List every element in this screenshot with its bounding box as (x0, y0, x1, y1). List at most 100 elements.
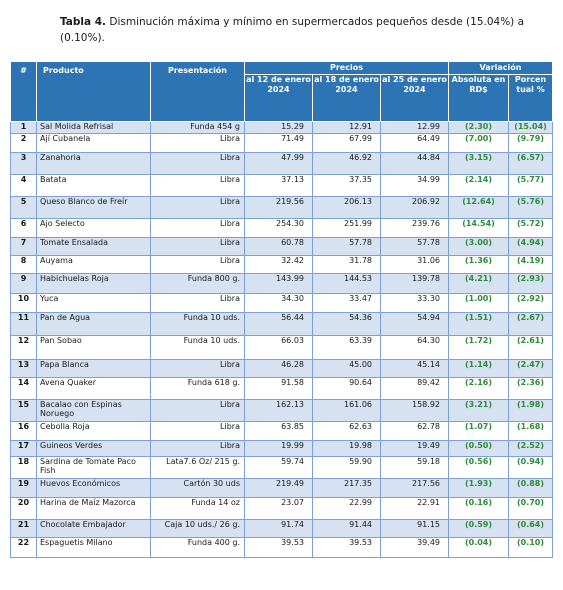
row-variation-percent: (0.94) (507, 456, 554, 479)
row-product: Batata (36, 174, 151, 197)
row-product: Ajo Selecto (36, 218, 151, 238)
row-price-date-2: 91.44 (312, 519, 381, 538)
row-price-date-3: 22.91 (380, 497, 449, 520)
row-price-date-2: 251.99 (312, 218, 381, 238)
row-price-date-3: 34.99 (380, 174, 449, 197)
row-product: Auyama (36, 255, 151, 274)
row-price-date-2: 46.92 (312, 152, 381, 175)
row-product: Guineos Verdes (36, 440, 151, 457)
row-price-date-2: 45.00 (312, 359, 381, 378)
table-row: 21 Chocolate Embajador Caja 10 uds./ 26 g.… (10, 519, 554, 538)
row-price-date-2: 33.47 (312, 293, 381, 313)
row-price-date-3: 57.78 (380, 237, 449, 256)
row-variation-absolute: (0.59) (448, 519, 509, 538)
row-presentation: Libra (150, 440, 245, 457)
row-product: Tomate Ensalada (36, 237, 151, 256)
header-presentacion: Presentación (150, 61, 245, 122)
row-presentation: Libra (150, 255, 245, 274)
row-price-date-3: 239.76 (380, 218, 449, 238)
row-variation-absolute: (1.00) (448, 293, 509, 313)
row-variation-absolute: (1.36) (448, 255, 509, 274)
row-variation-percent: (2.36) (507, 377, 554, 400)
row-product: Pan de Agua (36, 312, 151, 336)
table-body: 1 Sal Molida Refrisal Funda 454 g 15.29 12.9… (10, 121, 554, 558)
table-row: 9 Habichuelas Roja Funda 800 g. 143.99 144.5… (10, 273, 554, 294)
row-price-date-1: 91.58 (244, 377, 313, 400)
row-variation-absolute: (0.56) (448, 456, 509, 479)
row-variation-absolute: (3.21) (448, 399, 509, 422)
row-variation-percent: (5.77) (507, 174, 554, 197)
header-producto: Producto (36, 61, 151, 122)
row-variation-absolute: (1.14) (448, 359, 509, 378)
row-price-date-1: 15.29 (244, 121, 313, 134)
row-product: Sardina de Tomate Paco Fish (36, 456, 151, 479)
row-price-date-1: 46.28 (244, 359, 313, 378)
row-variation-percent: (2.67) (507, 312, 554, 336)
row-variation-absolute: (0.16) (448, 497, 509, 520)
row-variation-absolute: (3.00) (448, 237, 509, 256)
row-variation-percent: (2.93) (507, 273, 554, 294)
row-product: Bacalao con Espinas Noruego (36, 399, 151, 422)
row-variation-percent: (1.98) (507, 399, 554, 422)
row-number: 7 (10, 237, 37, 256)
row-price-date-3: 158.92 (380, 399, 449, 422)
row-price-date-1: 32.42 (244, 255, 313, 274)
row-price-date-1: 63.85 (244, 421, 313, 441)
row-variation-absolute: (1.07) (448, 421, 509, 441)
row-presentation: Libra (150, 174, 245, 197)
row-product: Sal Molida Refrisal (36, 121, 151, 134)
table-row: 3 Zanahoria Libra 47.99 46.92 44.84 (3.15) (6.5… (10, 152, 554, 175)
row-presentation: Libra (150, 196, 245, 219)
row-number: 14 (10, 377, 37, 400)
row-variation-absolute: (2.16) (448, 377, 509, 400)
row-price-date-2: 37.35 (312, 174, 381, 197)
row-variation-absolute: (4.21) (448, 273, 509, 294)
table-row: 5 Queso Blanco de Freír Libra 219.56 206.13 2… (10, 196, 554, 219)
row-variation-absolute: (1.93) (448, 478, 509, 498)
row-price-date-2: 31.78 (312, 255, 381, 274)
row-number: 18 (10, 456, 37, 479)
row-presentation: Libra (150, 421, 245, 441)
row-product: Huevos Económicos (36, 478, 151, 498)
table-caption-text: Disminución máxima y mínimo en supermerc… (60, 16, 525, 44)
row-presentation: Funda 618 g. (150, 377, 245, 400)
row-price-date-1: 91.74 (244, 519, 313, 538)
table-row: 17 Guineos Verdes Libra 19.99 19.98 19.49 (0.5… (10, 440, 554, 457)
row-presentation: Libra (150, 293, 245, 313)
row-variation-percent: (4.94) (507, 237, 554, 256)
row-number: 20 (10, 497, 37, 520)
row-variation-percent: (2.61) (507, 335, 554, 360)
row-variation-absolute: (7.00) (448, 133, 509, 153)
row-price-date-2: 67.99 (312, 133, 381, 153)
row-price-date-1: 143.99 (244, 273, 313, 294)
row-price-date-2: 12.91 (312, 121, 381, 134)
row-variation-percent: (5.72) (507, 218, 554, 238)
row-presentation: Funda 400 g. (150, 537, 245, 558)
header-precios: Precios (244, 61, 449, 75)
row-price-date-2: 54.36 (312, 312, 381, 336)
row-price-date-3: 54.94 (380, 312, 449, 336)
row-presentation: Libra (150, 152, 245, 175)
row-number: 6 (10, 218, 37, 238)
row-price-date-3: 45.14 (380, 359, 449, 378)
row-price-date-2: 90.64 (312, 377, 381, 400)
row-price-date-1: 39.53 (244, 537, 313, 558)
row-price-date-3: 39.49 (380, 537, 449, 558)
row-number: 22 (10, 537, 37, 558)
row-price-date-3: 31.06 (380, 255, 449, 274)
row-presentation: Cartón 30 uds (150, 478, 245, 498)
row-presentation: Funda 454 g (150, 121, 245, 134)
row-number: 5 (10, 196, 37, 219)
row-number: 12 (10, 335, 37, 360)
row-price-date-2: 57.78 (312, 237, 381, 256)
row-number: 8 (10, 255, 37, 274)
row-product: Zanahoria (36, 152, 151, 175)
row-variation-absolute: (0.04) (448, 537, 509, 558)
header-date-3: al 25 de enero 2024 (380, 74, 449, 122)
row-price-date-3: 139.78 (380, 273, 449, 294)
row-price-date-3: 91.15 (380, 519, 449, 538)
table-row: 11 Pan de Agua Funda 10 uds. 56.44 54.36 54.9… (10, 312, 554, 336)
price-table: # Producto Presentación Precios Variació… (10, 61, 554, 558)
row-variation-percent: (5.76) (507, 196, 554, 219)
row-variation-percent: (15.04) (507, 121, 554, 134)
